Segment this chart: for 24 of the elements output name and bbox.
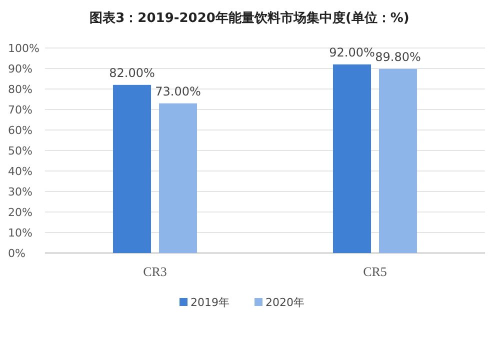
y-tick-label: 60% [8,124,32,137]
data-label: 89.80% [375,50,421,64]
data-label: 92.00% [329,45,375,60]
y-tick-label: 10% [8,226,32,240]
data-label: 73.00% [155,84,201,98]
bar [379,68,417,253]
chart-title: 图表3：2019-2020年能量饮料市场集中度(单位：%) [90,10,410,26]
legend-label: 2019年 [190,296,230,309]
data-label: 82.00% [109,66,155,80]
bar [113,84,151,253]
y-tick-label: 20% [8,206,32,219]
y-tick-label: 70% [8,104,32,116]
y-tick-label: 100% [8,42,40,55]
legend-label: 2020年 [266,296,304,309]
y-tick-label: 50% [8,144,32,158]
x-tick-label: CR3 [143,264,167,279]
y-tick-label: 90% [8,62,32,76]
y-tick-label: 40% [8,165,32,178]
y-tick-label: 80% [8,83,32,96]
y-tick-label: 30% [8,186,32,198]
bar [333,64,371,253]
bar [159,103,197,253]
y-tick-label: 0% [8,247,26,260]
x-tick-label: CR5 [363,264,387,279]
